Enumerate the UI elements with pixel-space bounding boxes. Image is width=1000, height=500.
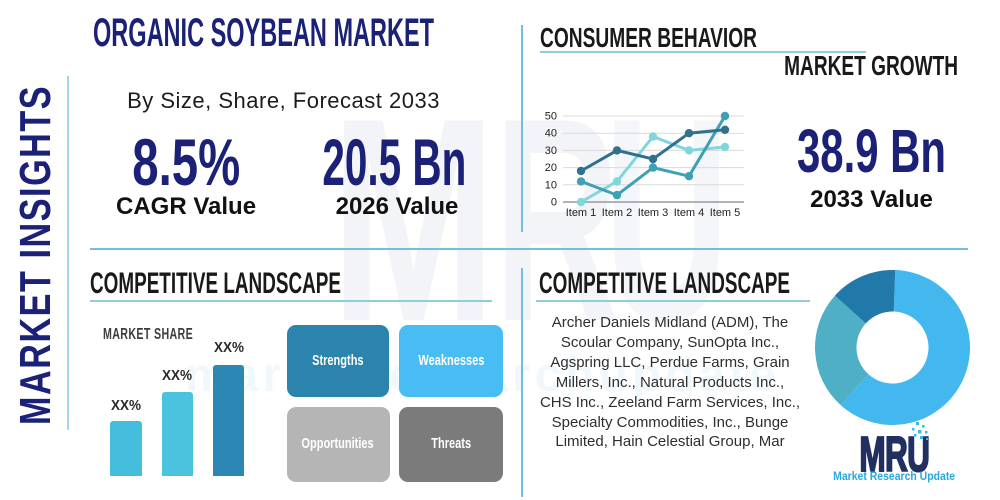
svg-text:Item 5: Item 5 (710, 207, 741, 219)
svg-text:Item 4: Item 4 (674, 207, 705, 219)
svg-text:50: 50 (545, 111, 557, 123)
svg-text:20: 20 (545, 162, 557, 174)
svg-text:Item 2: Item 2 (602, 207, 633, 219)
svg-text:Item 3: Item 3 (638, 207, 669, 219)
svg-text:0: 0 (551, 197, 557, 209)
svg-text:10: 10 (545, 179, 557, 191)
svg-text:30: 30 (545, 145, 557, 157)
svg-text:Item 1: Item 1 (566, 207, 597, 219)
svg-text:40: 40 (545, 128, 557, 140)
